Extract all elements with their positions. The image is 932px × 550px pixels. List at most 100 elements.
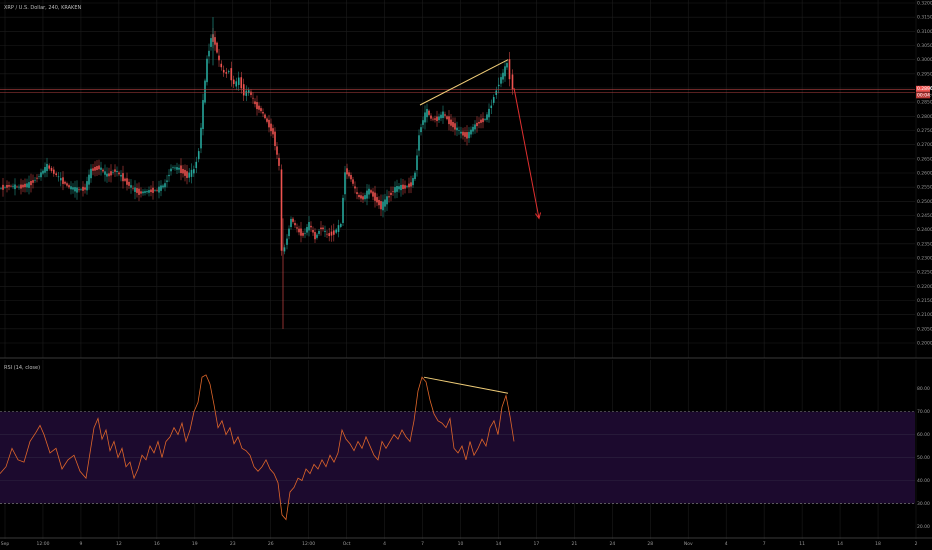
candle-body <box>326 233 328 235</box>
candle-body <box>8 185 10 187</box>
candle-body <box>50 167 53 171</box>
candle-body <box>225 72 228 74</box>
countdown-tag <box>916 92 930 99</box>
candle-body <box>202 100 204 130</box>
candle-body <box>247 90 250 94</box>
candle-body <box>57 176 60 178</box>
price-candles[interactable] <box>0 17 514 329</box>
rsi-line <box>0 374 515 521</box>
candle-body <box>328 233 330 237</box>
candle-body <box>490 105 493 109</box>
candle-body <box>208 50 210 57</box>
candle-body <box>12 185 14 187</box>
candle-body <box>184 169 186 176</box>
candle-body <box>70 186 72 190</box>
x-tick-label: 12 <box>116 541 122 547</box>
candle-body <box>53 169 55 174</box>
x-tick-label: 21 <box>572 541 578 547</box>
x-tick-label: 19 <box>192 541 198 547</box>
candle-body <box>354 186 356 189</box>
candle-body <box>94 166 96 171</box>
candle-body <box>416 155 418 171</box>
candle-body <box>502 72 504 80</box>
candle-body <box>22 184 24 188</box>
candle-body <box>304 233 306 234</box>
candle-body <box>86 181 88 191</box>
candle-body <box>398 186 400 190</box>
x-tick-label: 12:00 <box>36 541 49 547</box>
candle-body <box>24 183 26 188</box>
candle-body <box>370 190 372 193</box>
candle-body <box>484 119 486 120</box>
candle-body <box>511 74 514 90</box>
candle-body <box>252 97 254 99</box>
candle-body <box>222 69 225 73</box>
candle-body <box>362 196 364 200</box>
candle-body <box>394 187 396 193</box>
candle-body <box>316 234 318 238</box>
candle-body <box>430 115 432 119</box>
x-tick-label: 9 <box>79 541 82 547</box>
candle-body <box>154 190 156 191</box>
candle-body <box>44 167 46 173</box>
candle-body <box>374 192 376 201</box>
candle-body <box>464 132 466 137</box>
candle-body <box>254 101 256 105</box>
candle-body <box>404 185 406 189</box>
candle-body <box>122 173 124 182</box>
candle-body <box>410 182 412 187</box>
candle-body <box>180 165 182 174</box>
candle-body <box>216 42 218 53</box>
candle-body <box>240 77 243 89</box>
last-price-tag <box>916 85 930 92</box>
candle-body <box>128 181 130 186</box>
candle-body <box>456 127 458 131</box>
candle-body <box>132 187 134 189</box>
rsi-tick-label: 80.00 <box>917 386 930 392</box>
rsi-band-layer <box>0 411 915 504</box>
x-tick-label: 10 <box>458 541 464 547</box>
candle-body <box>36 177 38 179</box>
candle-body <box>206 58 208 83</box>
candle-body <box>308 222 310 231</box>
candle-body <box>504 66 506 77</box>
candle-body <box>18 186 20 188</box>
x-tick-label: 14 <box>496 541 502 547</box>
candle-body <box>356 192 358 195</box>
candle-body <box>118 172 120 175</box>
rsi-pane[interactable] <box>0 374 515 521</box>
candle-body <box>276 146 278 155</box>
rsi-tick-label: 20.00 <box>917 524 930 530</box>
price-tick-label: 0.20000 <box>917 341 932 347</box>
candle-body <box>76 187 78 193</box>
candle-body <box>160 185 162 191</box>
candle-body <box>480 119 482 123</box>
candle-body <box>486 114 488 120</box>
candle-body <box>466 132 468 139</box>
candle-body <box>260 108 262 112</box>
candle-body <box>412 178 414 186</box>
candle-body <box>283 247 286 252</box>
rsi-tick-label: 70.00 <box>917 409 930 415</box>
candle-body <box>62 177 64 184</box>
countdown-value: 00:04:07 <box>917 93 932 99</box>
candle-body <box>508 59 511 80</box>
candle-body <box>372 191 374 197</box>
candle-body <box>220 63 223 68</box>
x-tick-label: Oct <box>343 541 351 547</box>
candle-body <box>34 179 36 181</box>
rising-trendline <box>419 59 509 106</box>
candle-body <box>298 228 300 233</box>
candle-body <box>378 199 380 206</box>
down-arrow-shaft <box>513 87 540 219</box>
candle-body <box>470 129 472 135</box>
candle-body <box>232 79 235 85</box>
candle-body <box>138 188 140 195</box>
